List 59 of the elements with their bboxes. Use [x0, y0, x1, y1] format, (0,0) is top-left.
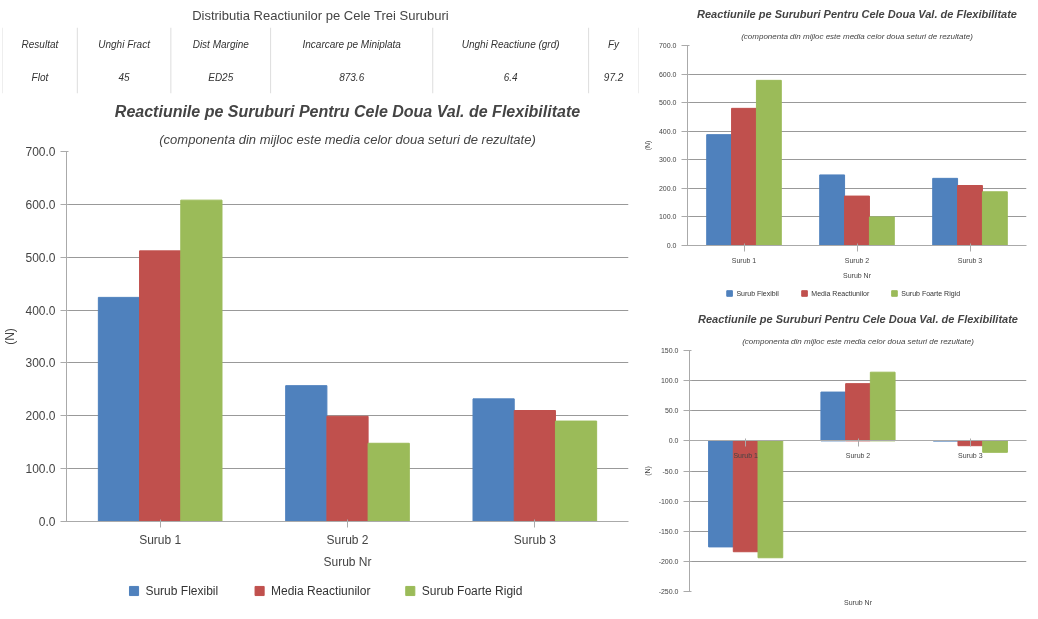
y-axis-title: (N) [3, 328, 18, 345]
bar [845, 383, 871, 442]
chart-title: Reactiunile pe Suruburi Pentru Cele Doua Val. de Flexibilitate [114, 102, 581, 120]
bar [285, 385, 328, 522]
text: 97.2 [603, 72, 624, 83]
y-tick-label: 100.0 [25, 462, 56, 477]
text: 873.6 [339, 72, 365, 83]
bar [513, 410, 556, 522]
bar [326, 415, 369, 522]
y-tick-label: 600.0 [25, 197, 56, 212]
bar [472, 398, 515, 522]
bar [706, 134, 733, 246]
bar [820, 391, 847, 442]
text: Fy [608, 38, 621, 50]
chart-subtitle: (componenta din mijloc este media celor doua seturi de rezultate) [159, 131, 536, 147]
bar [819, 174, 846, 246]
bar [982, 440, 1008, 453]
chart-subtitle: (componenta din mijloc este media celor doua seturi de rezultate) [742, 336, 975, 346]
chart-title: Reactiunile pe Suruburi Pentru Cele Doua Val. de Flexibilitate [698, 312, 1018, 325]
text: Resultat [21, 38, 60, 50]
legend-label: Media Reactiunilor [271, 584, 371, 598]
legend-label: Surub Flexibil [145, 584, 219, 598]
bar [757, 440, 784, 559]
text: ED25 [208, 71, 234, 83]
y-tick-label: 700.0 [25, 145, 56, 159]
bar [844, 195, 870, 246]
y-tick-label: 400.0 [25, 303, 56, 318]
x-tick-label: Surub 2 [326, 532, 369, 547]
chart-title: Reactiunile pe Suruburi Pentru Cele Doua Val. de Flexibilitate [697, 7, 1017, 20]
x-tick-label: Surub 3 [513, 532, 557, 547]
bar [755, 79, 782, 246]
bar [139, 250, 182, 522]
text: Incarcare pe Miniplata [302, 38, 402, 50]
text: Unghi Reactiune (grd) [461, 38, 560, 50]
bar [981, 191, 1008, 246]
text: Distributia Reactiunilor pe Cele Trei Suruburi [192, 7, 449, 23]
bar [932, 177, 959, 246]
bar [554, 420, 598, 522]
y-tick-label: 0.0 [38, 515, 56, 529]
chart-subtitle: (componenta din mijloc este media celor doua seturi de rezultate) [741, 31, 974, 41]
x-axis-title: Surub Nr [323, 554, 372, 569]
y-tick-label: 300.0 [25, 356, 56, 371]
bar [957, 185, 983, 246]
x-tick-label: Surub 1 [139, 532, 182, 547]
y-tick-label: 200.0 [25, 409, 56, 424]
bar [180, 199, 223, 522]
y-tick-label: 500.0 [25, 250, 56, 265]
bar [868, 216, 895, 246]
text: Dist Margine [192, 38, 250, 50]
bar [731, 107, 757, 246]
bar [708, 440, 734, 548]
bar [869, 371, 896, 442]
text: 6.4 [503, 72, 519, 83]
legend-label: Surub Foarte Rigid [421, 584, 523, 598]
bar [367, 442, 410, 522]
text: 45 [118, 72, 131, 83]
text: Unghi Fract [98, 38, 152, 50]
bar [97, 296, 141, 522]
text: Flot [31, 71, 50, 83]
